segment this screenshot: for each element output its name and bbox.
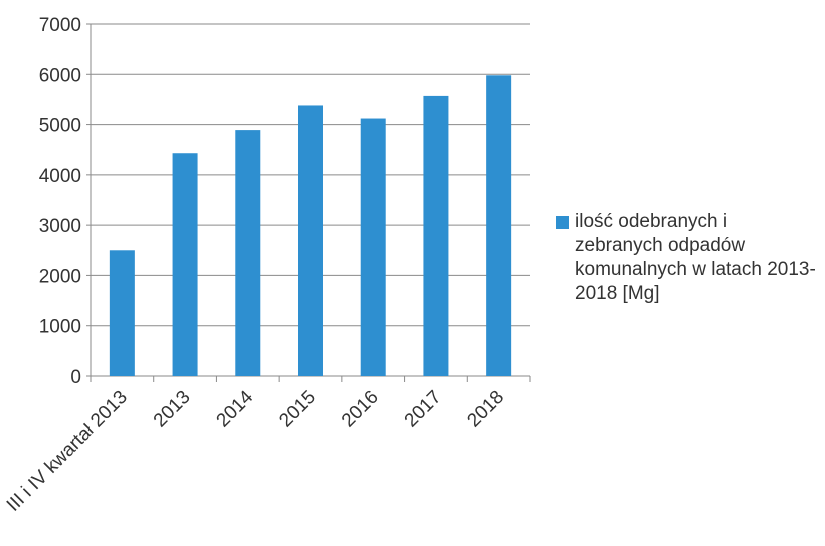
x-tick-label: 2017 (401, 387, 446, 432)
x-tick-label: 2013 (150, 387, 195, 432)
bar (423, 96, 448, 376)
x-tick-label: 2014 (213, 386, 258, 431)
y-tick-label: 3000 (39, 216, 81, 237)
y-tick-label: 7000 (39, 15, 81, 36)
x-tick-label: III i IV kwartał 2013 (3, 387, 132, 516)
y-tick-label: 1000 (39, 317, 81, 338)
x-tick-label: 2018 (463, 387, 508, 432)
y-tick-label: 0 (70, 367, 81, 388)
bars (110, 75, 511, 376)
y-tick-label: 4000 (39, 166, 81, 187)
y-tick-label: 2000 (39, 266, 81, 287)
bar (173, 153, 198, 376)
bar (298, 105, 323, 376)
x-tick-label: 2016 (338, 387, 383, 432)
bar (235, 130, 260, 376)
legend-label: ilość odebranych i zebranych odpadów kom… (575, 210, 816, 306)
x-tick-labels: III i IV kwartał 2013 2013 2014 2015 2016 201… (3, 386, 508, 515)
y-tick-label: 6000 (39, 65, 81, 86)
legend-swatch (556, 216, 569, 229)
y-tick-labels: 0 1000 2000 3000 4000 5000 6000 7000 (39, 15, 81, 388)
legend: ilość odebranych i zebranych odpadów kom… (556, 210, 816, 306)
bar (486, 75, 511, 376)
y-tick-label: 5000 (39, 116, 81, 137)
bar (110, 250, 135, 376)
x-tick-label: 2015 (275, 387, 320, 432)
bar (361, 119, 386, 376)
